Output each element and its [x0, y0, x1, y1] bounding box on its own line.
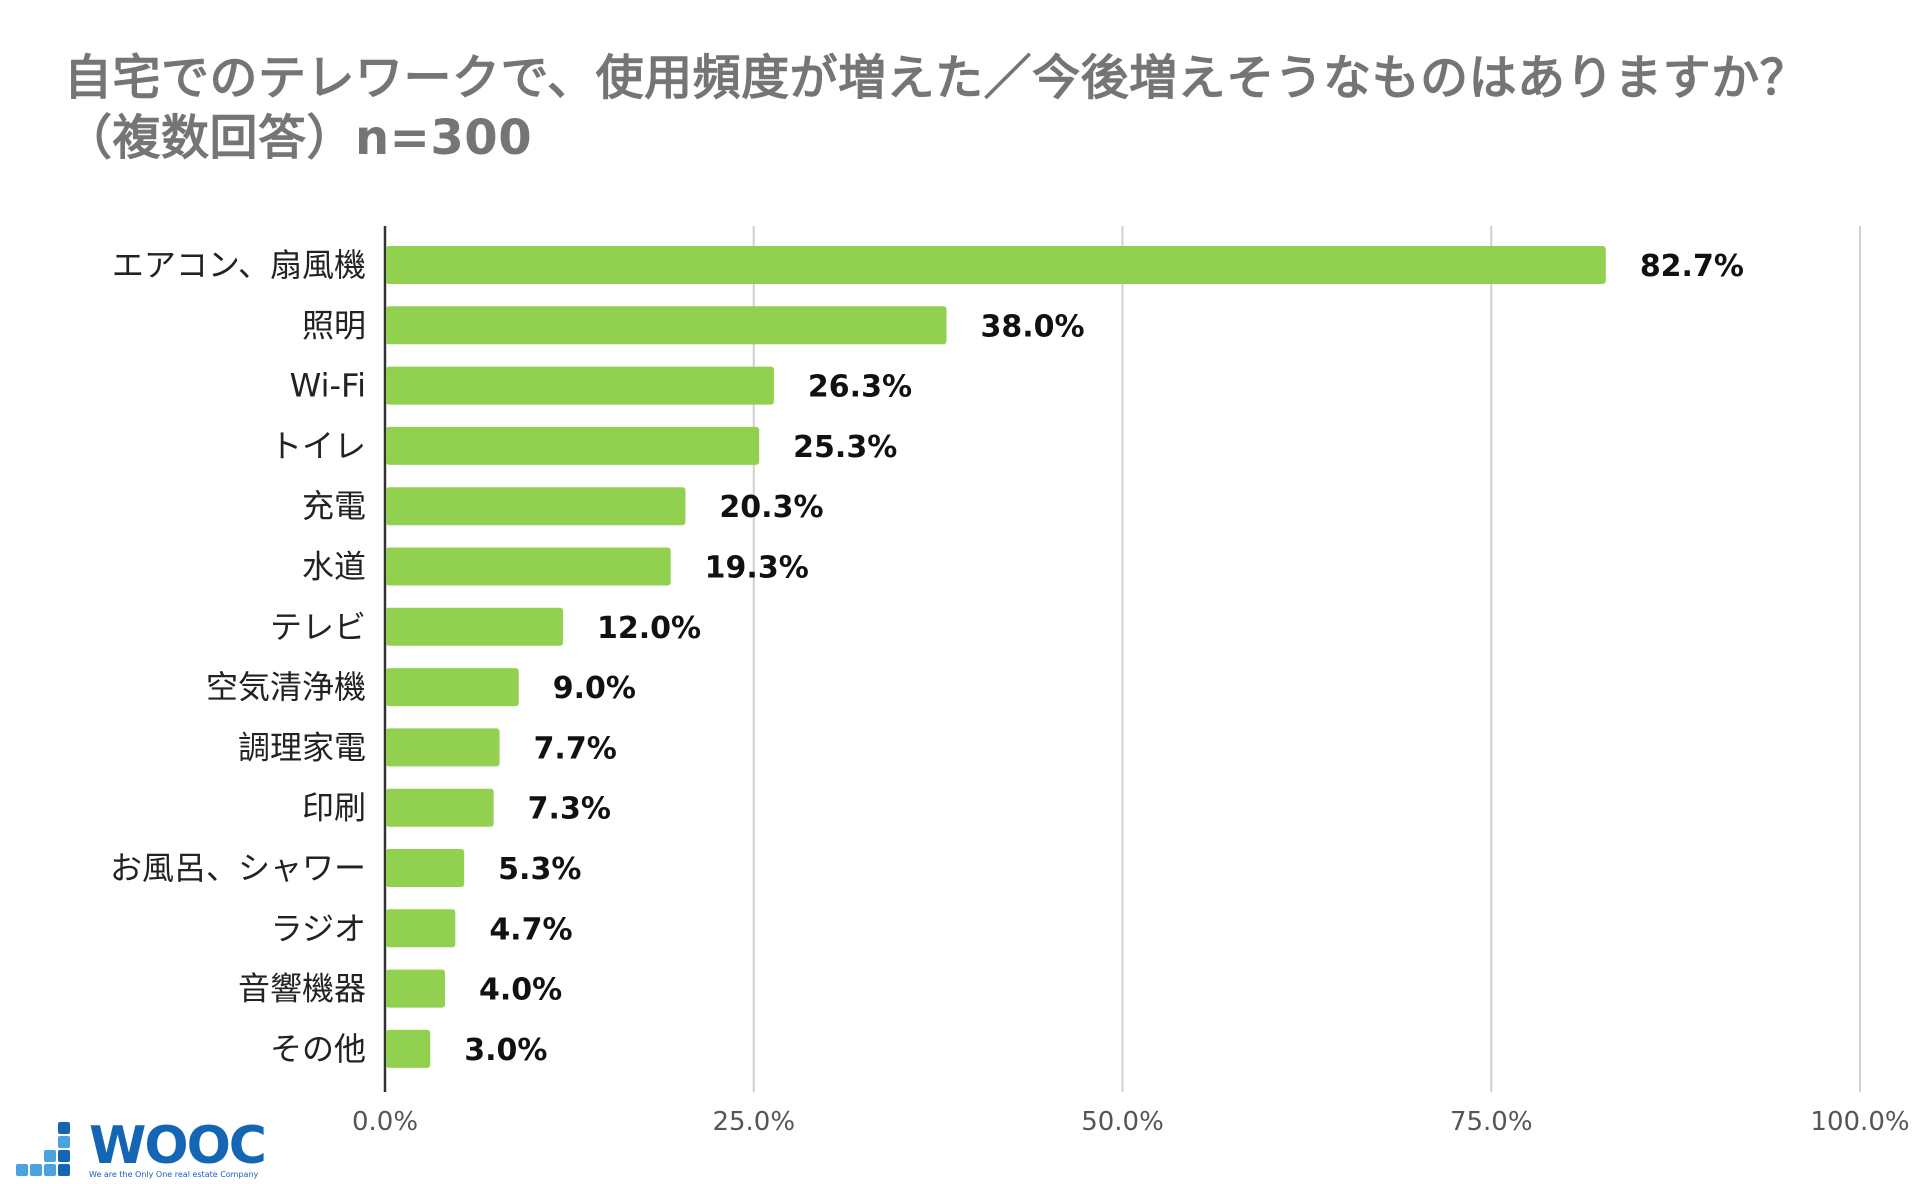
chart-title-line2: （複数回答）n=300: [64, 110, 533, 166]
category-label: Wi-Fi: [290, 367, 366, 405]
value-label: 7.3%: [528, 792, 611, 827]
category-label: ラジオ: [271, 909, 366, 947]
value-label: 20.3%: [719, 490, 823, 525]
logo-block: [58, 1122, 70, 1134]
bar: [386, 668, 519, 707]
x-tick-label: 25.0%: [712, 1107, 795, 1137]
value-label: 9.0%: [553, 671, 636, 706]
logo-block: [44, 1164, 56, 1176]
category-label: お風呂、シャワー: [110, 849, 366, 887]
logo-block: [58, 1164, 70, 1176]
bar: [386, 1029, 431, 1068]
logo-blocks-icon: [16, 1122, 70, 1176]
value-label: 12.0%: [597, 611, 701, 646]
value-label: 25.3%: [793, 430, 897, 465]
bar: [386, 909, 456, 948]
value-label: 26.3%: [808, 370, 912, 405]
category-label: その他: [270, 1030, 366, 1068]
x-tick-label: 100.0%: [1810, 1107, 1909, 1137]
bar: [386, 426, 760, 465]
logo-tagline: We are the Only One real estate Company: [89, 1170, 259, 1179]
logo-block: [58, 1150, 70, 1162]
bar: [386, 607, 563, 646]
bars: [386, 246, 1606, 1068]
category-label: トイレ: [270, 427, 366, 465]
grid-lines: [383, 226, 1861, 1092]
value-label: 19.3%: [705, 551, 809, 586]
bar: [386, 728, 500, 767]
category-label: 水道: [302, 548, 366, 586]
category-label: 空気清浄機: [206, 668, 366, 706]
value-label: 4.0%: [479, 973, 562, 1008]
bar: [386, 306, 947, 345]
value-label: 3.0%: [464, 1033, 547, 1068]
x-tick-label: 0.0%: [352, 1107, 418, 1137]
value-label: 38.0%: [981, 309, 1085, 344]
bar: [386, 547, 671, 586]
category-label: エアコン、扇風機: [112, 246, 366, 284]
bar: [386, 849, 465, 887]
bar: [386, 487, 686, 526]
value-label: 7.7%: [534, 731, 617, 766]
logo-block: [58, 1136, 70, 1148]
category-label: 充電: [302, 487, 366, 525]
category-label: テレビ: [270, 608, 366, 646]
logo-block: [44, 1150, 56, 1162]
category-label: 音響機器: [238, 970, 366, 1008]
value-label: 82.7%: [1640, 249, 1744, 284]
chart-title: 自宅でのテレワークで、使用頻度が増えた／今後増えそうなものはありますか？ （複数…: [64, 48, 1808, 168]
labels: 0.0% 25.0% 50.0% 75.0% 100.0% エアコン、扇風機 82.7% 照明…: [110, 246, 1910, 1137]
logo-block: [30, 1164, 42, 1176]
logo-wordmark: WOOC: [89, 1116, 267, 1176]
category-label: 照明: [302, 306, 366, 344]
bar: [386, 366, 774, 405]
chart-title-line1: 自宅でのテレワークで、使用頻度が増えた／今後増えそうなものはありますか？: [64, 50, 1809, 106]
value-label: 5.3%: [498, 852, 581, 887]
logo-block: [16, 1164, 28, 1176]
category-label: 調理家電: [238, 728, 366, 766]
x-tick-label: 75.0%: [1450, 1107, 1533, 1137]
x-tick-label: 50.0%: [1081, 1107, 1164, 1137]
bar: [386, 788, 494, 827]
value-label: 4.7%: [489, 912, 572, 947]
category-label: 印刷: [302, 789, 366, 827]
bar: [386, 969, 445, 1008]
wooc-logo: WOOC We are the Only One real estate Com…: [14, 1120, 274, 1180]
bar: [386, 246, 1606, 284]
